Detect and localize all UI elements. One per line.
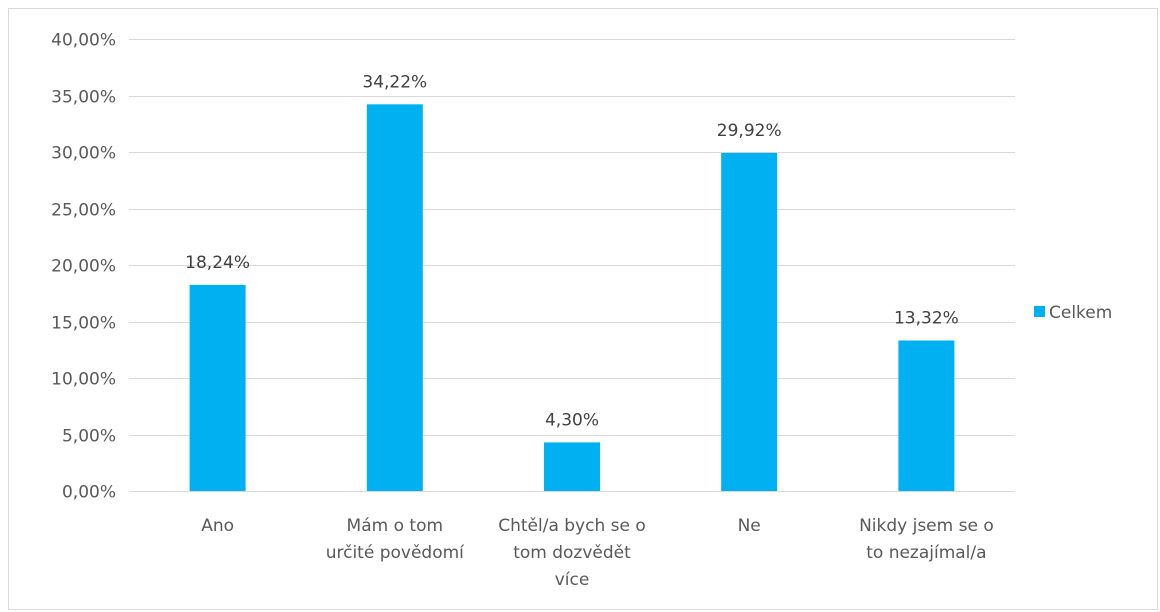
y-tick-label: 5,00% xyxy=(62,427,116,447)
bar xyxy=(544,442,600,491)
gridlines xyxy=(129,39,1015,492)
y-tick-label: 15,00% xyxy=(51,314,116,334)
chart-area: 0,00% 5,00% 10,00% 15,00% 20,00% 25,00% 30,00%… xyxy=(8,8,1158,610)
y-tick-label: 0,00% xyxy=(62,483,116,503)
bar xyxy=(721,152,778,492)
category-label-line: více xyxy=(555,570,590,590)
category-label: Mám o tom určité povědomí xyxy=(326,516,465,563)
data-labels: 18,24% 34,22% 4,30% 29,92% 13,32% xyxy=(185,72,959,430)
bars xyxy=(189,104,955,492)
legend-label: Celkem xyxy=(1049,303,1112,323)
category-label-line: Ano xyxy=(201,516,234,536)
category-label-line: tom dozvědět xyxy=(513,543,631,563)
y-tick-label: 25,00% xyxy=(51,201,116,221)
category-label: Chtěl/a bych se o tom dozvědět více xyxy=(498,516,646,590)
data-label: 34,22% xyxy=(362,72,427,92)
y-tick-label: 35,00% xyxy=(51,88,116,108)
category-label-line: Chtěl/a bych se o xyxy=(498,516,646,536)
y-axis-tick-labels: 0,00% 5,00% 10,00% 15,00% 20,00% 25,00% 30,00%… xyxy=(51,31,116,503)
y-tick-label: 20,00% xyxy=(51,257,116,277)
y-tick-label: 10,00% xyxy=(51,370,116,390)
bar xyxy=(189,284,246,491)
category-label-line: určité povědomí xyxy=(326,543,465,563)
data-label: 13,32% xyxy=(894,308,959,328)
data-label: 18,24% xyxy=(185,253,250,273)
category-label-line: to nezajímal/a xyxy=(866,543,986,563)
y-tick-label: 30,00% xyxy=(51,144,116,164)
legend-swatch xyxy=(1034,306,1045,317)
legend: Celkem xyxy=(1034,303,1112,323)
category-label-line: Ne xyxy=(738,516,761,536)
category-label-line: Mám o tom xyxy=(347,516,443,536)
data-label: 29,92% xyxy=(717,121,782,141)
y-tick-label: 40,00% xyxy=(51,31,116,51)
bar-chart: 0,00% 5,00% 10,00% 15,00% 20,00% 25,00% 30,00%… xyxy=(51,31,1112,591)
x-axis-category-labels: Ano Mám o tom určité povědomí Chtěl/a bych … xyxy=(201,516,994,590)
category-label-line: Nikdy jsem se o xyxy=(859,516,994,536)
bar xyxy=(366,104,423,492)
category-label: Ano xyxy=(201,516,234,536)
category-label: Nikdy jsem se o to nezajímal/a xyxy=(859,516,994,563)
data-label: 4,30% xyxy=(545,410,599,430)
bar xyxy=(898,340,955,491)
category-label: Ne xyxy=(738,516,761,536)
